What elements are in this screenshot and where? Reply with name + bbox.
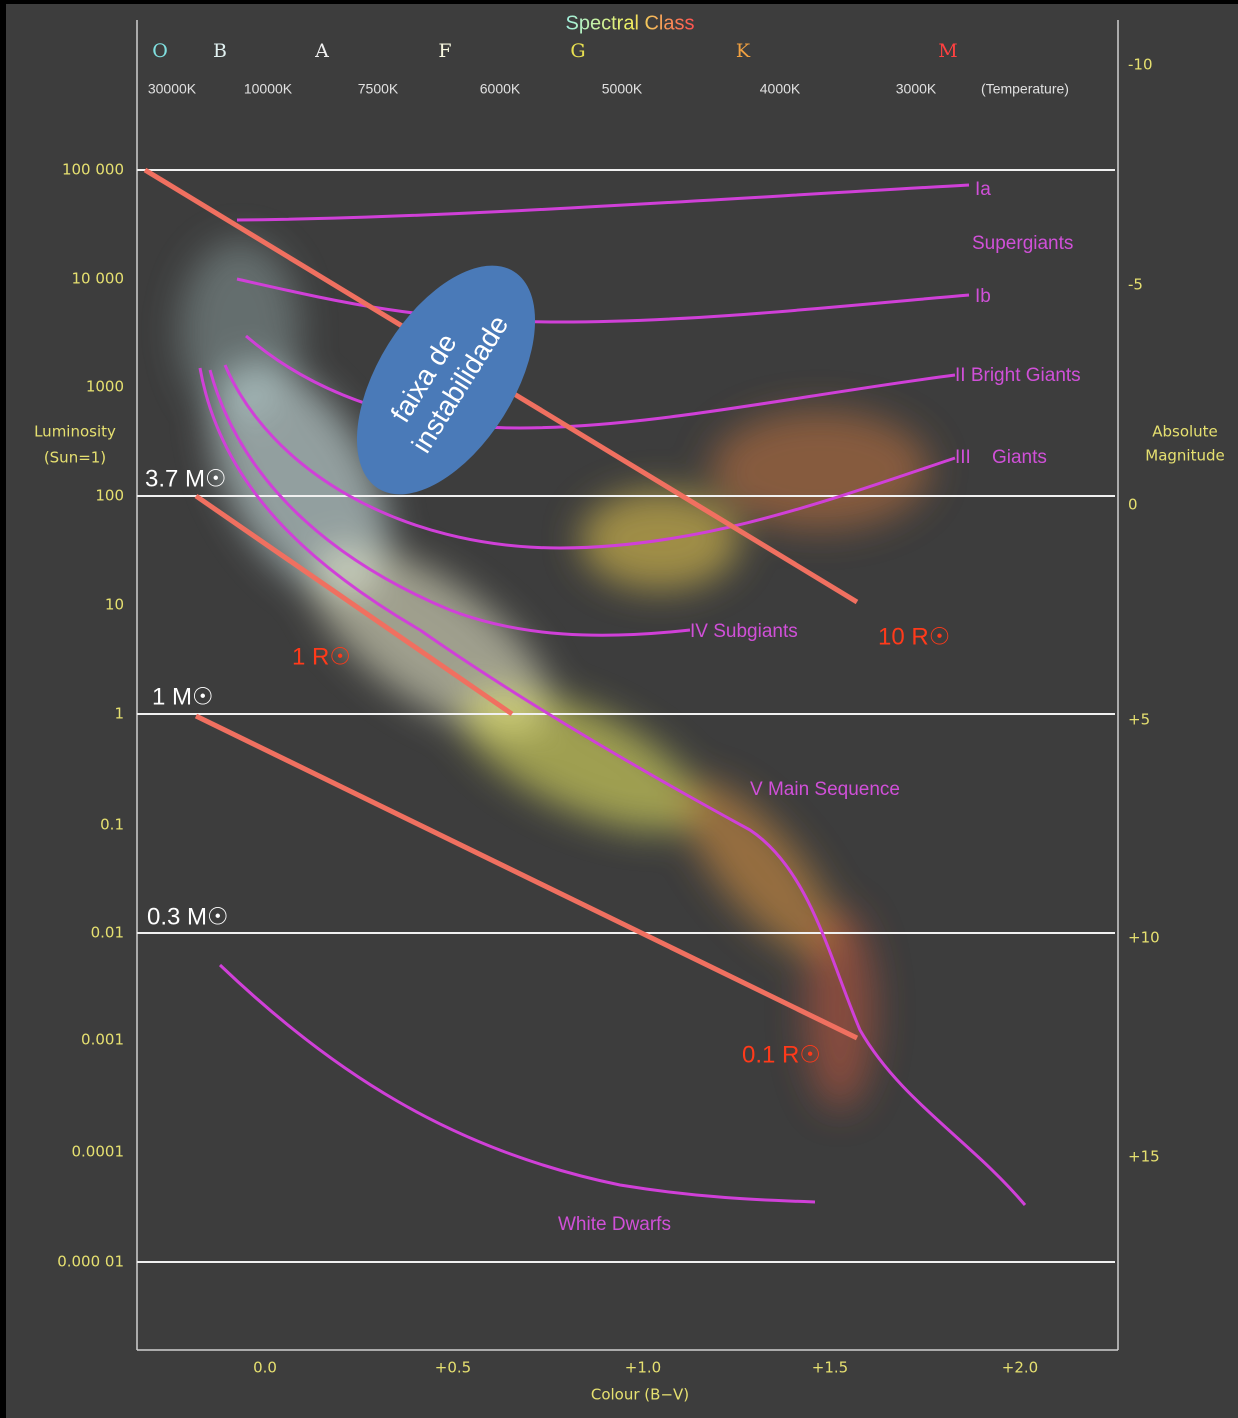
x-tick-label: +1.5 <box>812 1359 848 1377</box>
temperature: 6000K <box>480 81 521 97</box>
class-label: Supergiants <box>972 233 1073 254</box>
temperature: 10000K <box>244 81 293 97</box>
radius-label: 10 R☉ <box>878 623 950 650</box>
y-axis-title: (Sun=1) <box>44 449 106 467</box>
x-tick-label: 0.0 <box>253 1359 277 1377</box>
mass-label: 0.3 M☉ <box>147 903 229 930</box>
y-tick-label: 0.001 <box>81 1031 124 1049</box>
y-tick-label: 0.000 01 <box>57 1253 124 1271</box>
spectral-class: G <box>570 40 585 62</box>
y-tick-label: 0.0001 <box>72 1143 125 1161</box>
y2-tick-label: +5 <box>1128 711 1150 729</box>
border <box>0 0 6 1418</box>
mass-label: 1 M☉ <box>152 683 214 710</box>
spectral-class: M <box>938 40 957 62</box>
class-label: White Dwarfs <box>558 1214 671 1235</box>
temperature: 4000K <box>760 81 801 97</box>
temperature: 7500K <box>358 81 399 97</box>
temperature: 3000K <box>896 81 937 97</box>
class-label: III Giants <box>955 447 1047 468</box>
border <box>0 0 1238 4</box>
spectral-class: B <box>213 40 227 62</box>
spectral-class: F <box>438 40 451 62</box>
y2-tick-label: +10 <box>1128 929 1160 947</box>
y-tick-label: 10 <box>105 596 124 614</box>
y-tick-label: 100 000 <box>62 161 124 179</box>
x-tick-label: +1.0 <box>625 1359 661 1377</box>
class-label: Ib <box>975 286 991 307</box>
temperature: 30000K <box>148 81 197 97</box>
class-label: II Bright Giants <box>955 365 1081 386</box>
y-tick-label: 1000 <box>86 378 124 396</box>
y-tick-label: 1 <box>114 705 124 723</box>
y-tick-label: 0.01 <box>91 924 124 942</box>
y2-tick-label: -10 <box>1128 56 1153 74</box>
class-label: Ia <box>975 179 991 200</box>
x-tick-label: +0.5 <box>435 1359 471 1377</box>
y2-axis-title: Absolute <box>1152 423 1218 441</box>
x-tick-label: +2.0 <box>1002 1359 1038 1377</box>
spectral-class: O <box>152 40 168 62</box>
x-axis-title: Colour (B−V) <box>591 1386 689 1404</box>
title: Spectral Class <box>566 12 695 34</box>
radius-label: 1 R☉ <box>292 643 351 670</box>
temperature: 5000K <box>602 81 643 97</box>
y-tick-label: 0.1 <box>100 816 124 834</box>
class-label: V Main Sequence <box>750 779 900 800</box>
y-axis-title: Luminosity <box>34 423 116 441</box>
y-tick-label: 10 000 <box>72 270 125 288</box>
y2-tick-label: 0 <box>1128 496 1138 514</box>
y2-tick-label: +15 <box>1128 1148 1160 1166</box>
temperature: (Temperature) <box>981 81 1069 97</box>
radius-label: 0.1 R☉ <box>742 1041 821 1068</box>
spectral-class: A <box>314 40 329 62</box>
y2-tick-label: -5 <box>1128 276 1143 294</box>
class-label: IV Subgiants <box>690 621 798 642</box>
y2-axis-title: Magnitude <box>1145 447 1224 465</box>
mass-label: 3.7 M☉ <box>145 465 227 492</box>
spectral-class: K <box>736 40 751 62</box>
hr-diagram: faixa de instabilidade Spectral Class O … <box>0 0 1238 1418</box>
y-tick-label: 100 <box>95 487 124 505</box>
